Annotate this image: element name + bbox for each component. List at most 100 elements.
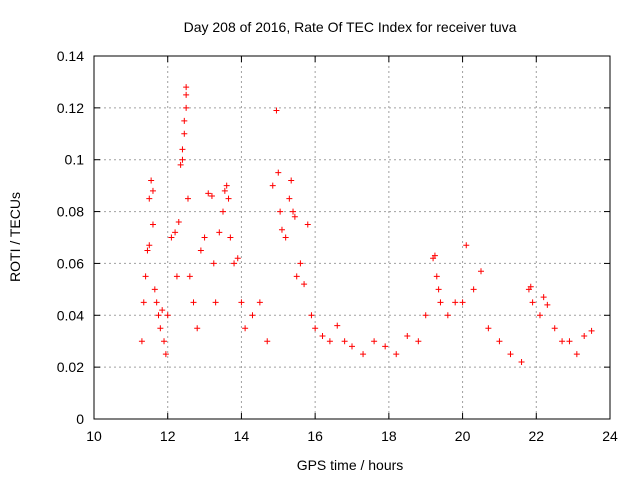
data-point	[297, 260, 304, 267]
data-point	[269, 182, 276, 189]
data-point	[242, 325, 249, 332]
data-point	[175, 218, 182, 225]
data-point	[149, 221, 156, 228]
data-point	[157, 325, 164, 332]
y-tick-label: 0.06	[57, 255, 84, 271]
data-point	[277, 208, 284, 215]
data-point	[566, 338, 573, 345]
data-point	[183, 104, 190, 111]
data-point	[371, 338, 378, 345]
data-point	[273, 107, 280, 114]
data-point	[293, 273, 300, 280]
data-point	[478, 268, 484, 275]
data-point	[470, 286, 477, 293]
data-point	[231, 260, 238, 267]
data-point	[210, 260, 217, 267]
plot-frame	[93, 55, 611, 420]
data-point	[197, 247, 204, 254]
data-point	[544, 301, 551, 308]
data-point	[256, 299, 263, 306]
data-point	[282, 234, 289, 241]
data-point	[334, 322, 341, 329]
data-point	[319, 333, 326, 340]
data-point	[173, 273, 180, 280]
data-point	[452, 299, 459, 306]
data-point	[221, 187, 228, 194]
data-point	[540, 294, 547, 301]
data-point	[304, 221, 311, 228]
data-point	[172, 229, 179, 236]
x-tick-label: 10	[86, 428, 102, 444]
x-tick-label: 22	[528, 428, 544, 444]
data-point	[393, 351, 400, 358]
data-point	[140, 299, 147, 306]
data-point	[551, 325, 558, 332]
x-axis-label: GPS time / hours	[297, 457, 404, 473]
data-point	[536, 312, 543, 319]
data-point	[201, 234, 208, 241]
x-tick-label: 18	[381, 428, 397, 444]
data-point	[183, 91, 190, 98]
data-point	[404, 333, 411, 340]
data-point	[161, 338, 168, 345]
data-point	[326, 338, 333, 345]
data-point	[146, 242, 153, 249]
y-axis-label: ROTI / TECUs	[7, 192, 23, 282]
data-point	[312, 325, 319, 332]
y-tick-label: 0.1	[65, 152, 85, 168]
data-point	[234, 255, 241, 262]
y-tick-labels: 0 0.02 0.04 0.06 0.08 0.1 0.12 0.14	[57, 48, 84, 427]
data-point	[431, 252, 438, 259]
x-tick-label: 14	[234, 428, 250, 444]
data-point	[177, 161, 184, 168]
x-tick-label: 12	[160, 428, 176, 444]
data-point	[179, 146, 186, 153]
data-point	[422, 312, 429, 319]
data-point	[360, 351, 367, 358]
data-point	[264, 338, 271, 345]
data-point	[290, 208, 297, 215]
data-point	[227, 234, 234, 241]
data-point	[349, 343, 355, 350]
data-point	[159, 307, 166, 314]
data-point	[485, 325, 492, 332]
data-point	[205, 190, 212, 197]
data-point	[212, 299, 219, 306]
data-point	[581, 333, 588, 340]
x-tick-label: 20	[455, 428, 471, 444]
data-point	[341, 338, 348, 345]
data-point	[291, 213, 298, 220]
y-tick-label: 0	[76, 411, 84, 427]
data-point	[435, 286, 442, 293]
y-tick-label: 0.02	[57, 359, 84, 375]
data-point	[288, 177, 295, 184]
data-point	[151, 286, 158, 293]
data-point	[179, 156, 186, 163]
data-point	[249, 312, 256, 319]
grid-lines	[94, 56, 610, 419]
data-point	[153, 299, 160, 306]
data-point	[220, 208, 226, 215]
data-point	[190, 299, 197, 306]
y-tick-label: 0.12	[57, 100, 84, 116]
data-point	[382, 343, 389, 350]
data-point	[415, 338, 422, 345]
data-point	[184, 195, 191, 202]
data-point	[223, 182, 230, 189]
data-point	[527, 283, 534, 290]
data-point	[559, 338, 566, 345]
data-point	[155, 312, 162, 319]
data-point	[301, 281, 308, 288]
data-point	[162, 351, 169, 358]
x-tick-labels: 10 12 14 16 18 20 22 24	[86, 428, 618, 444]
data-point	[275, 169, 282, 176]
data-point	[529, 299, 536, 306]
data-point	[433, 273, 440, 280]
data-point	[146, 195, 153, 202]
data-point	[496, 338, 503, 345]
y-tick-label: 0.14	[57, 48, 84, 64]
data-point	[181, 130, 188, 137]
data-point	[573, 351, 580, 358]
chart-title: Day 208 of 2016, Rate Of TEC Index for r…	[184, 19, 517, 35]
